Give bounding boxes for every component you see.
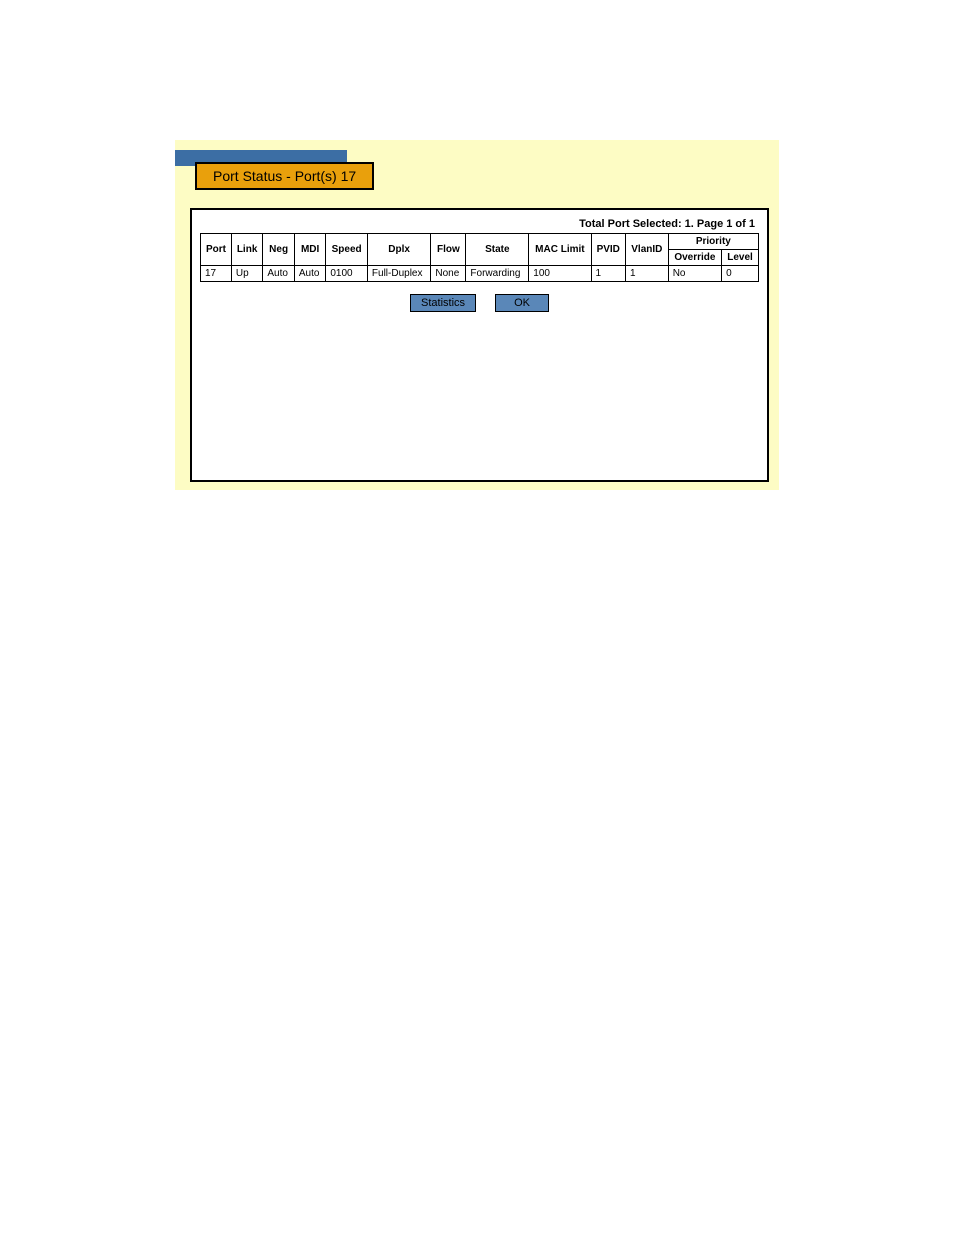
table-row: 17 Up Auto Auto 0100 Full-Duplex None Fo… bbox=[201, 266, 759, 282]
col-state: State bbox=[466, 234, 529, 266]
cell-vlanid: 1 bbox=[625, 266, 668, 282]
col-speed: Speed bbox=[326, 234, 368, 266]
cell-port: 17 bbox=[201, 266, 232, 282]
cell-pvid: 1 bbox=[591, 266, 625, 282]
col-dplx: Dplx bbox=[367, 234, 430, 266]
cell-level: 0 bbox=[722, 266, 759, 282]
cell-override: No bbox=[668, 266, 721, 282]
col-mdi: MDI bbox=[294, 234, 326, 266]
cell-link: Up bbox=[231, 266, 262, 282]
pager-info: Total Port Selected: 1. Page 1 of 1 bbox=[200, 218, 759, 230]
col-mac-limit: MAC Limit bbox=[529, 234, 591, 266]
button-row: Statistics OK bbox=[200, 294, 759, 312]
col-pvid: PVID bbox=[591, 234, 625, 266]
col-vlanid: VlanID bbox=[625, 234, 668, 266]
col-override: Override bbox=[668, 250, 721, 266]
col-flow: Flow bbox=[431, 234, 466, 266]
cell-flow: None bbox=[431, 266, 466, 282]
cell-mdi: Auto bbox=[294, 266, 326, 282]
table-header-row-1: Port Link Neg MDI Speed Dplx Flow State … bbox=[201, 234, 759, 250]
ok-button[interactable]: OK bbox=[495, 294, 549, 312]
col-level: Level bbox=[722, 250, 759, 266]
cell-speed: 0100 bbox=[326, 266, 368, 282]
main-panel: Port Status - Port(s) 17 Total Port Sele… bbox=[175, 140, 779, 490]
cell-mac-limit: 100 bbox=[529, 266, 591, 282]
col-priority: Priority bbox=[668, 234, 758, 250]
page-title: Port Status - Port(s) 17 bbox=[195, 162, 374, 190]
cell-dplx: Full-Duplex bbox=[367, 266, 430, 282]
cell-neg: Auto bbox=[263, 266, 295, 282]
col-neg: Neg bbox=[263, 234, 295, 266]
col-link: Link bbox=[231, 234, 262, 266]
port-status-table: Port Link Neg MDI Speed Dplx Flow State … bbox=[200, 233, 759, 282]
cell-state: Forwarding bbox=[466, 266, 529, 282]
content-frame: Total Port Selected: 1. Page 1 of 1 Port… bbox=[190, 208, 769, 482]
statistics-button[interactable]: Statistics bbox=[410, 294, 476, 312]
col-port: Port bbox=[201, 234, 232, 266]
